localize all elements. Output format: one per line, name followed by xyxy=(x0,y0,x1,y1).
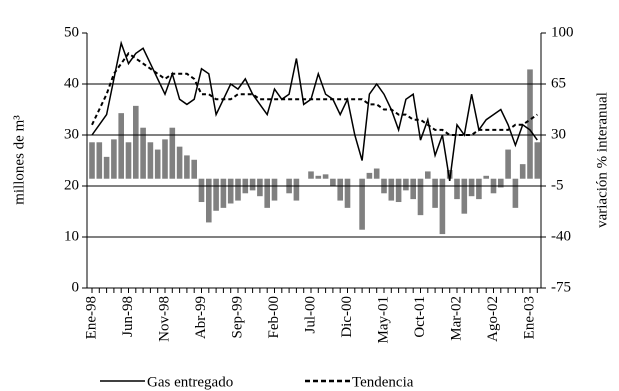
bar xyxy=(169,127,176,179)
bar xyxy=(308,171,314,179)
bar xyxy=(257,178,263,197)
bar xyxy=(527,69,533,179)
bar xyxy=(206,178,212,223)
bar xyxy=(264,178,270,208)
y-tick-label: 0 xyxy=(72,279,80,295)
y-tick-label: 30 xyxy=(64,126,79,142)
bar xyxy=(322,174,329,179)
bar xyxy=(213,178,219,211)
y-tick-label: 20 xyxy=(64,177,79,193)
line xyxy=(91,40,538,182)
x-tick-label: Jun-98 xyxy=(120,296,136,337)
bar xyxy=(395,178,402,203)
bar xyxy=(498,178,504,188)
bar xyxy=(118,113,124,179)
x-tick-label: Oct-01 xyxy=(412,296,428,338)
y-axis-title: millones de m³ xyxy=(11,115,27,205)
bar xyxy=(235,178,241,201)
bar xyxy=(534,142,541,179)
bar xyxy=(315,175,322,179)
x-tick-label: Ene-98 xyxy=(83,296,99,339)
bar xyxy=(417,178,424,216)
x-tick-label: Abr-99 xyxy=(193,296,209,339)
bar xyxy=(125,142,132,179)
y2-tick-label: 30 xyxy=(551,126,566,142)
x-tick-label: Ene-03 xyxy=(521,296,537,339)
bar xyxy=(454,178,460,200)
bar xyxy=(388,178,395,201)
bar xyxy=(373,168,380,179)
bar xyxy=(191,159,197,179)
bar xyxy=(154,149,161,179)
bar xyxy=(103,156,110,179)
y-tick-label: 50 xyxy=(64,24,79,40)
x-tick-label: Feb-00 xyxy=(266,296,282,339)
bar xyxy=(505,149,511,179)
bar xyxy=(512,178,519,208)
bar xyxy=(176,146,183,179)
legend-label: Gas entregado xyxy=(147,374,233,390)
x-tick-label: May-01 xyxy=(375,296,391,344)
bar xyxy=(198,178,205,203)
bar xyxy=(519,164,526,179)
bar xyxy=(133,105,139,179)
bar xyxy=(140,127,146,179)
y2-tick-label: -5 xyxy=(551,177,564,193)
bar xyxy=(410,178,416,200)
bar xyxy=(344,178,351,208)
bar xyxy=(220,178,227,208)
x-tick-label: Jul-00 xyxy=(302,296,318,334)
bar xyxy=(439,178,446,235)
bar xyxy=(359,178,365,230)
x-tick-label: Dic-00 xyxy=(339,296,355,338)
bar xyxy=(432,178,438,208)
x-tick-label: Mar-02 xyxy=(448,296,464,341)
x-tick-label: Sep-99 xyxy=(229,296,245,339)
bar xyxy=(446,169,453,179)
bar xyxy=(96,142,103,179)
bar xyxy=(337,178,343,201)
bar xyxy=(403,178,409,191)
x-tick-label: Ago-02 xyxy=(485,296,501,342)
y2-tick-label: -75 xyxy=(551,279,571,295)
bar xyxy=(89,142,95,179)
bar xyxy=(147,142,154,179)
y2-tick-label: -40 xyxy=(551,228,571,244)
bar xyxy=(476,178,482,200)
bar xyxy=(425,171,431,179)
y-tick-label: 10 xyxy=(64,228,79,244)
line xyxy=(91,52,538,136)
y2-tick-label: 65 xyxy=(551,75,566,91)
bar xyxy=(111,139,117,179)
bar xyxy=(184,155,190,179)
legend-label: Tendencia xyxy=(352,374,414,390)
bar xyxy=(227,178,234,204)
y-tick-label: 40 xyxy=(64,75,79,91)
bar xyxy=(271,178,278,201)
bar xyxy=(483,175,489,179)
bar xyxy=(249,178,256,191)
y2-axis-title: variación % interanual xyxy=(594,92,610,228)
bar xyxy=(293,178,300,201)
x-tick-label: Nov-98 xyxy=(156,296,172,342)
bar xyxy=(461,178,468,214)
y2-tick-label: 100 xyxy=(551,24,574,40)
bar xyxy=(162,139,168,179)
bar xyxy=(366,172,373,179)
bar xyxy=(468,178,475,197)
bar xyxy=(330,178,336,186)
